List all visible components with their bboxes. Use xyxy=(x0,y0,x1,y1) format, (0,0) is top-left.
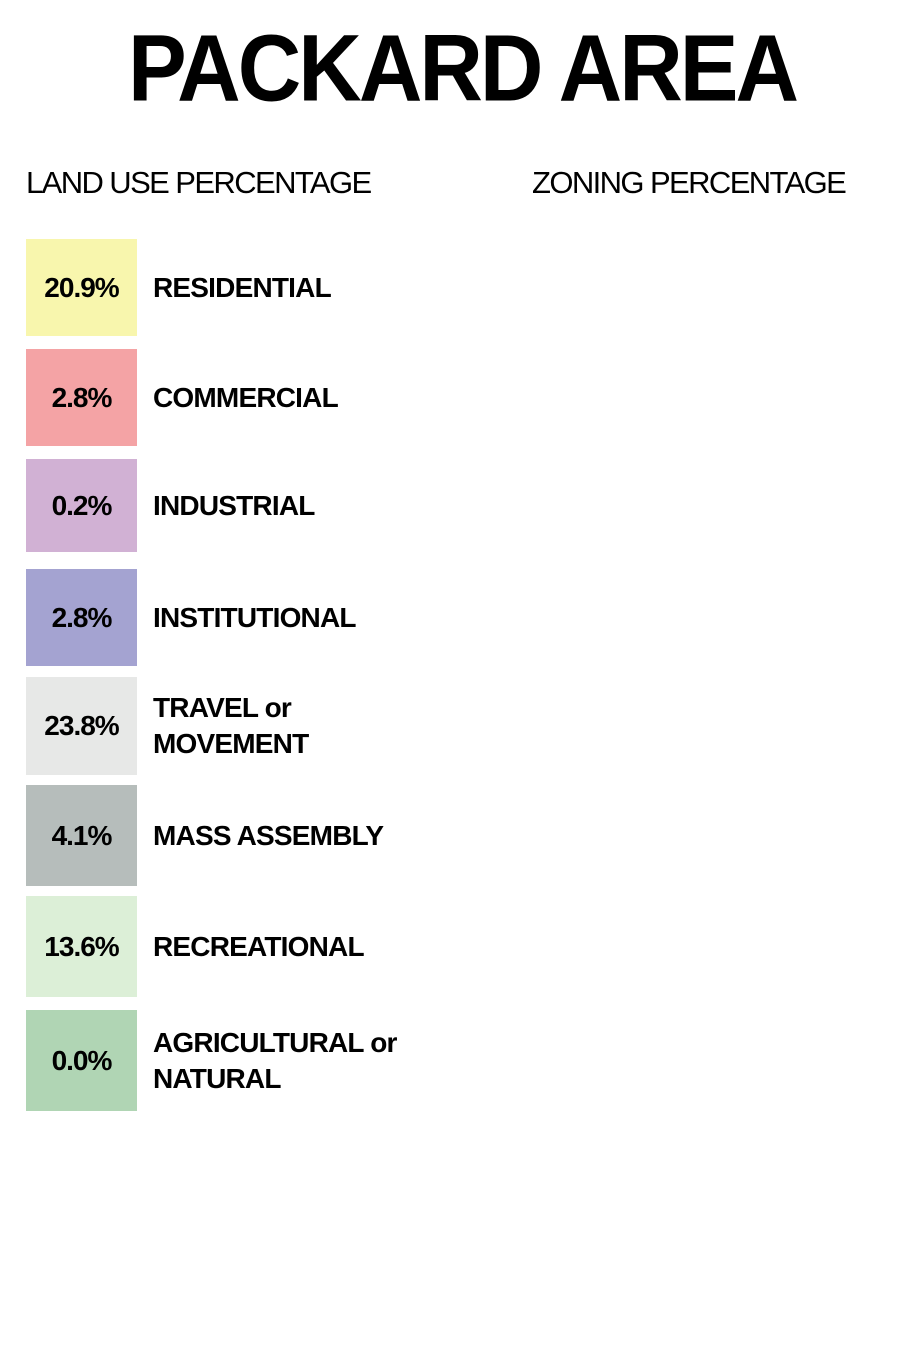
land-use-swatch: 2.8% xyxy=(26,349,137,446)
land-use-swatch: 0.2% xyxy=(26,459,137,552)
land-use-item: 0.2% INDUSTRIAL xyxy=(26,459,315,552)
land-use-item: 0.0% AGRICULTURAL or NATURAL xyxy=(26,1010,397,1111)
land-use-item: 23.8% TRAVEL or MOVEMENT xyxy=(26,677,309,775)
land-use-swatch: 4.1% xyxy=(26,785,137,886)
land-use-swatch: 23.8% xyxy=(26,677,137,775)
land-use-item: 20.9% RESIDENTIAL xyxy=(26,239,332,336)
page-title: PACKARD AREA xyxy=(128,13,799,121)
land-use-swatch: 20.9% xyxy=(26,239,137,336)
land-use-label: RESIDENTIAL xyxy=(153,271,332,303)
land-use-heading: LAND USE PERCENTAGE xyxy=(26,165,372,200)
land-use-item: 13.6% RECREATIONAL xyxy=(26,896,365,997)
land-use-label: AGRICULTURAL or NATURAL xyxy=(153,1026,397,1094)
land-use-swatch: 2.8% xyxy=(26,569,137,666)
land-use-label: INDUSTRIAL xyxy=(153,489,315,521)
land-use-label: RECREATIONAL xyxy=(153,930,365,962)
land-use-item: 2.8% COMMERCIAL xyxy=(26,349,339,446)
land-use-swatch: 13.6% xyxy=(26,896,137,997)
land-use-label: MASS ASSEMBLY xyxy=(153,819,384,851)
land-use-item: 2.8% INSTITUTIONAL xyxy=(26,569,357,666)
land-use-label: TRAVEL or MOVEMENT xyxy=(153,692,309,759)
land-use-label: COMMERCIAL xyxy=(153,381,339,413)
land-use-item: 4.1% MASS ASSEMBLY xyxy=(26,785,384,886)
zoning-heading: ZONING PERCENTAGE xyxy=(532,165,847,200)
land-use-label: INSTITUTIONAL xyxy=(153,601,357,633)
land-use-swatch: 0.0% xyxy=(26,1010,137,1111)
